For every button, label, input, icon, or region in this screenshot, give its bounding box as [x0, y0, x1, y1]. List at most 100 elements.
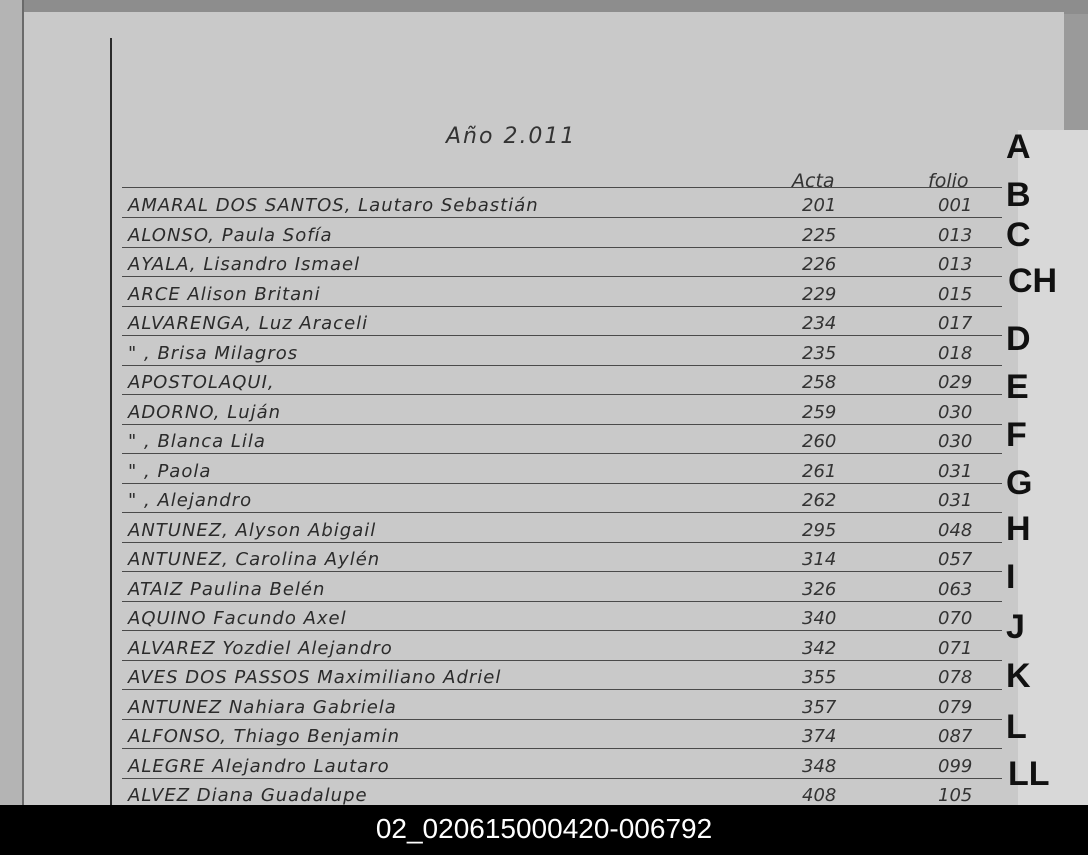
- row-acta: 408: [802, 785, 837, 806]
- row-name: ALFONSO, Thiago Benjamin: [128, 726, 401, 747]
- row-acta: 295: [802, 519, 837, 541]
- table-row: AVES DOS PASSOS Maximiliano Adriel 355 078: [122, 660, 1002, 690]
- row-name: AMARAL DOS SANTOS, Lautaro Sebastián: [128, 195, 539, 216]
- page-title: Año 2.011: [446, 124, 577, 149]
- row-folio: 070: [938, 608, 973, 629]
- row-name: ALVARENGA, Luz Araceli: [128, 313, 369, 334]
- index-tab-b[interactable]: B: [1006, 176, 1031, 214]
- row-folio: 057: [938, 549, 973, 570]
- row-folio: 015: [938, 283, 973, 305]
- alphabet-index: A B C CH D E F G H I J K L LL: [1000, 0, 1088, 805]
- row-folio: 013: [938, 254, 973, 275]
- row-name: ARCE Alison Britani: [128, 283, 321, 305]
- table-row: ANTUNEZ, Carolina Aylén 314 057: [122, 542, 1002, 572]
- table-row: ALONSO, Paula Sofía 225 013: [122, 218, 1002, 248]
- row-name: ADORNO, Luján: [128, 401, 282, 423]
- row-folio: 087: [938, 726, 973, 747]
- row-name: AYALA, Lisandro Ismael: [128, 254, 361, 275]
- margin-line: [110, 38, 112, 805]
- row-acta: 234: [802, 313, 837, 334]
- row-acta: 225: [802, 224, 837, 246]
- row-folio: 079: [938, 696, 973, 718]
- index-tab-a[interactable]: A: [1006, 128, 1031, 166]
- table-row: ADORNO, Luján 259 030: [122, 395, 1002, 425]
- row-name: ALVEZ Diana Guadalupe: [128, 785, 368, 806]
- table-row: ARCE Alison Britani 229 015: [122, 277, 1002, 307]
- row-acta: 326: [802, 578, 837, 600]
- row-name: " , Alejandro: [128, 490, 253, 511]
- table-row: " , Blanca Lila 260 030: [122, 424, 1002, 454]
- book-top-edge: [0, 0, 1088, 14]
- row-name: ANTUNEZ, Carolina Aylén: [128, 549, 381, 570]
- row-folio: 099: [938, 755, 973, 777]
- row-name: " , Blanca Lila: [128, 431, 266, 452]
- row-acta: 201: [802, 195, 837, 216]
- row-acta: 259: [802, 401, 837, 423]
- row-folio: 030: [938, 401, 973, 423]
- index-tab-e[interactable]: E: [1006, 368, 1029, 406]
- folio-header: folio: [928, 170, 969, 192]
- row-acta: 374: [802, 726, 837, 747]
- acta-header: Acta: [792, 170, 835, 192]
- table-row: AYALA, Lisandro Ismael 226 013: [122, 247, 1002, 277]
- ledger-page: [24, 12, 1064, 805]
- index-tab-l[interactable]: L: [1006, 708, 1027, 746]
- table-row: ATAIZ Paulina Belén 326 063: [122, 572, 1002, 602]
- row-name: AVES DOS PASSOS Maximiliano Adriel: [128, 667, 502, 688]
- row-folio: 013: [938, 224, 973, 246]
- table-row: ALEGRE Alejandro Lautaro 348 099: [122, 749, 1002, 779]
- row-folio: 031: [938, 490, 973, 511]
- row-acta: 348: [802, 755, 837, 777]
- index-tab-ch[interactable]: CH: [1008, 262, 1058, 300]
- index-tab-k[interactable]: K: [1006, 657, 1031, 695]
- row-folio: 001: [938, 195, 973, 216]
- index-tab-d[interactable]: D: [1006, 320, 1031, 358]
- row-folio: 063: [938, 578, 973, 600]
- index-tab-c[interactable]: C: [1006, 216, 1031, 254]
- table-row: AQUINO Facundo Axel 340 070: [122, 601, 1002, 631]
- row-acta: 340: [802, 608, 837, 629]
- table-row: ANTUNEZ Nahiara Gabriela 357 079: [122, 690, 1002, 720]
- row-acta: 262: [802, 490, 837, 511]
- row-name: " , Paola: [128, 460, 212, 482]
- row-folio: 029: [938, 372, 973, 393]
- row-acta: 258: [802, 372, 837, 393]
- table-row: ALFONSO, Thiago Benjamin 374 087: [122, 719, 1002, 749]
- row-acta: 355: [802, 667, 837, 688]
- row-acta: 235: [802, 342, 837, 364]
- row-folio: 017: [938, 313, 973, 334]
- row-name: ANTUNEZ, Alyson Abigail: [128, 519, 377, 541]
- table-row: ALVEZ Diana Guadalupe 408 105: [122, 778, 1002, 808]
- caption-bar: 02_020615000420-006792: [0, 805, 1088, 855]
- row-acta: 261: [802, 460, 837, 482]
- row-name: ALONSO, Paula Sofía: [128, 224, 333, 246]
- index-tab-ll[interactable]: LL: [1008, 755, 1050, 793]
- index-tab-f[interactable]: F: [1006, 416, 1027, 454]
- table-row: AMARAL DOS SANTOS, Lautaro Sebastián 201 0…: [122, 188, 1002, 218]
- row-acta: 260: [802, 431, 837, 452]
- row-name: ATAIZ Paulina Belén: [128, 578, 326, 600]
- row-name: AQUINO Facundo Axel: [128, 608, 347, 629]
- row-name: ALEGRE Alejandro Lautaro: [128, 755, 390, 777]
- index-tab-h[interactable]: H: [1006, 510, 1031, 548]
- facing-page: [0, 0, 24, 805]
- table-row: " , Brisa Milagros 235 018: [122, 336, 1002, 366]
- image-caption: 02_020615000420-006792: [375, 813, 713, 844]
- row-folio: 105: [938, 785, 973, 806]
- row-folio: 071: [938, 637, 973, 659]
- table-row: ANTUNEZ, Alyson Abigail 295 048: [122, 513, 1002, 543]
- table-row: ALVAREZ Yozdiel Alejandro 342 071: [122, 631, 1002, 661]
- row-folio: 048: [938, 519, 973, 541]
- index-tab-strip: [1018, 130, 1088, 805]
- index-tab-j[interactable]: J: [1006, 608, 1025, 646]
- row-name: ANTUNEZ Nahiara Gabriela: [128, 696, 397, 718]
- index-tab-i[interactable]: I: [1006, 558, 1016, 596]
- index-tab-g[interactable]: G: [1006, 464, 1033, 502]
- row-folio: 078: [938, 667, 973, 688]
- row-acta: 314: [802, 549, 837, 570]
- row-acta: 342: [802, 637, 837, 659]
- row-folio: 018: [938, 342, 973, 364]
- row-acta: 229: [802, 283, 837, 305]
- header-rule: [122, 158, 1002, 188]
- row-name: ALVAREZ Yozdiel Alejandro: [128, 637, 393, 659]
